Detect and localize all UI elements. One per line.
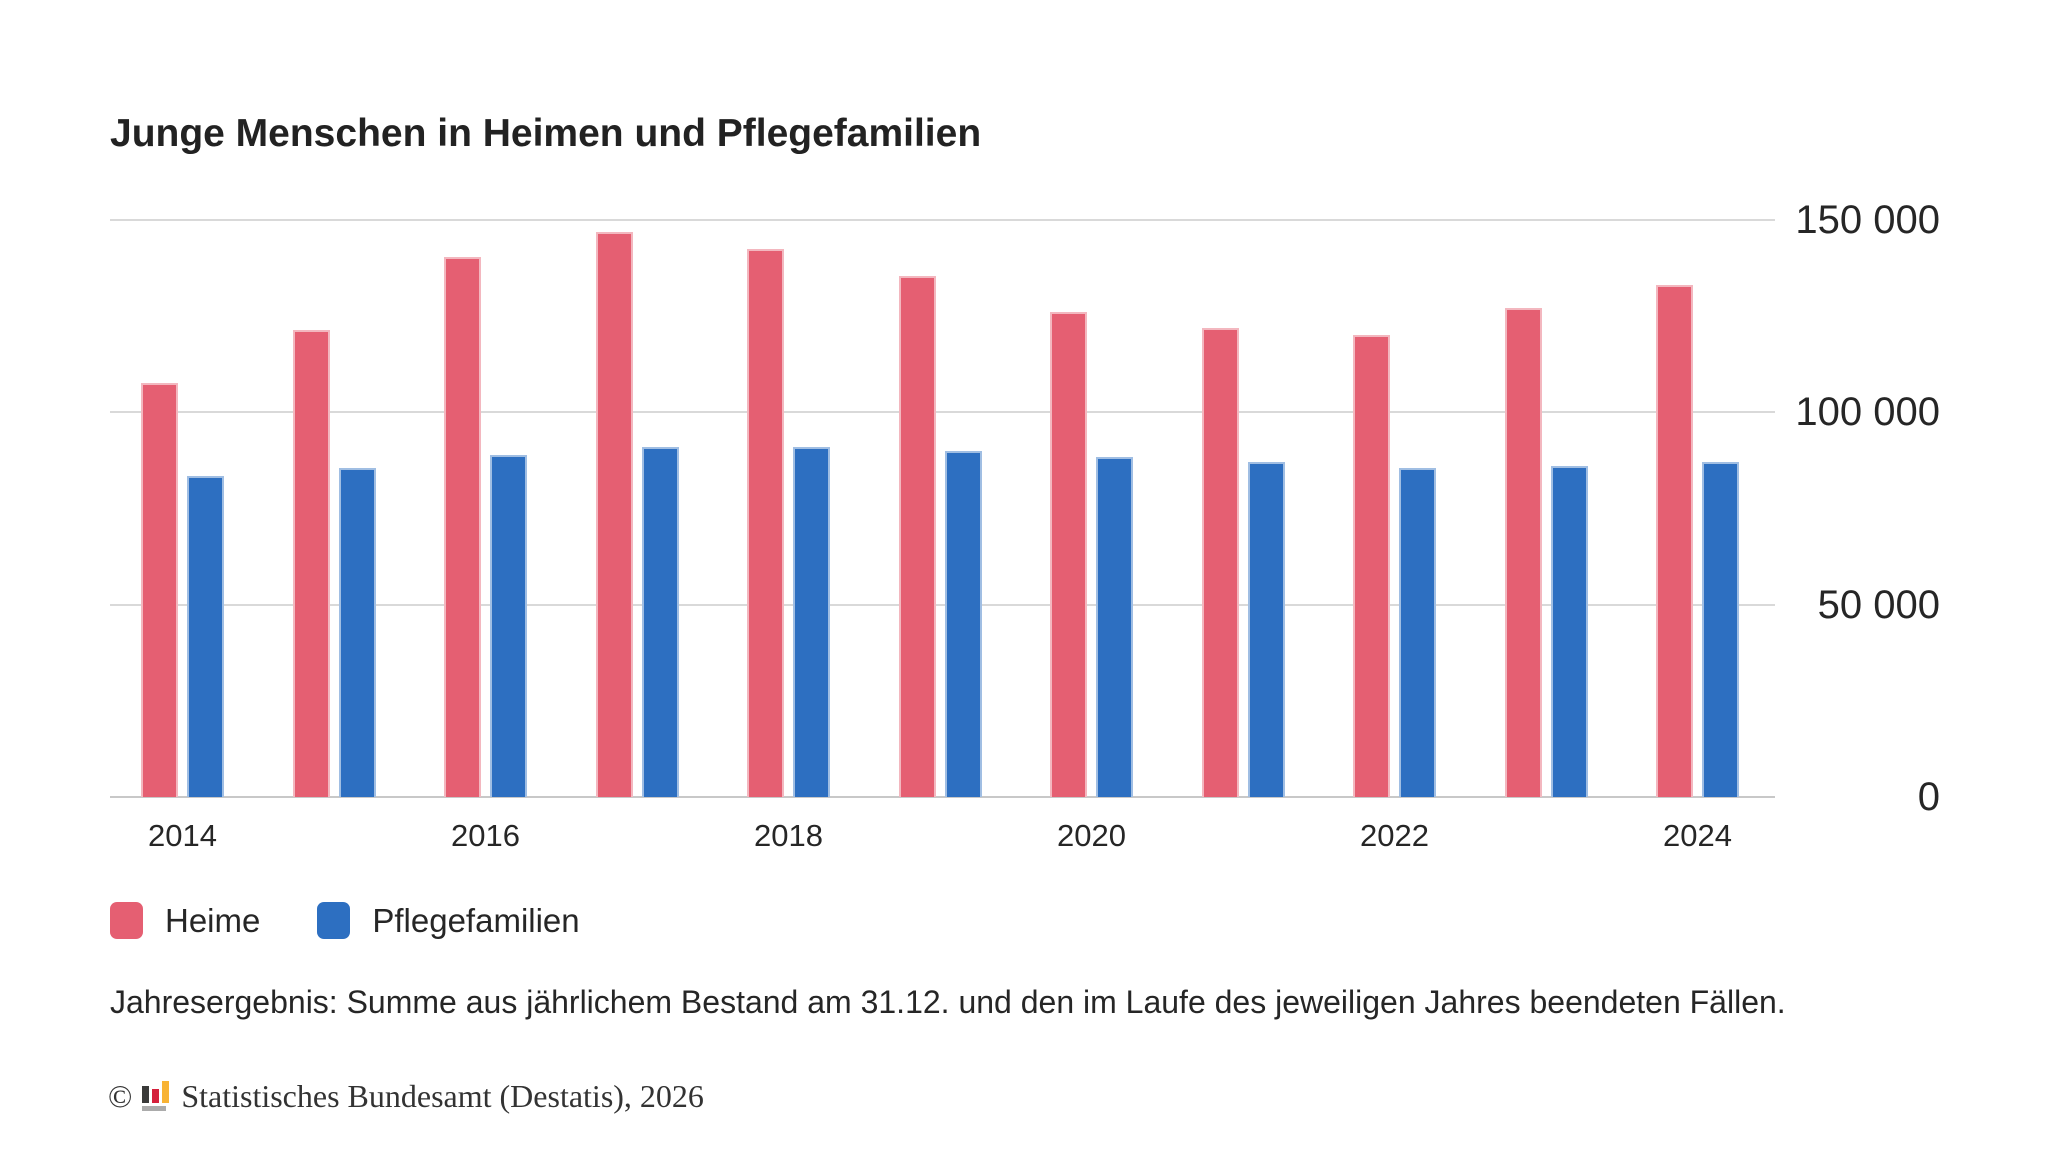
x-label-2020: 2020 xyxy=(1057,818,1126,853)
bar-heime-2020[interactable] xyxy=(1050,312,1087,797)
y-label-100000: 100 000 xyxy=(1795,390,1940,435)
bar-pflegefamilien-2021[interactable] xyxy=(1247,462,1285,797)
plot-area xyxy=(110,160,1775,798)
bar-pflegefamilien-2022[interactable] xyxy=(1399,468,1436,797)
x-label-2016: 2016 xyxy=(451,818,520,853)
bar-pflegefamilien-2016[interactable] xyxy=(490,454,527,797)
chart-title: Junge Menschen in Heimen und Pflegefamil… xyxy=(110,112,982,155)
copyright-text: Statistisches Bundesamt (Destatis), 2026 xyxy=(181,1078,704,1114)
y-label-150000: 150 000 xyxy=(1795,198,1940,242)
y-label-0: 0 xyxy=(1917,775,1940,819)
bar-heime-2016[interactable] xyxy=(444,256,481,797)
bar-pflegefamilien-2024[interactable] xyxy=(1702,462,1739,797)
bar-pflegefamilien-2017[interactable] xyxy=(641,446,679,797)
bar-pflegefamilien-2014[interactable] xyxy=(187,475,224,797)
heime-color-swatch xyxy=(110,902,143,939)
gridline-150000 xyxy=(110,219,1775,221)
bar-pflegefamilien-2015[interactable] xyxy=(338,468,376,797)
y-label-50000: 50 000 xyxy=(1817,582,1940,627)
x-label-2014: 2014 xyxy=(148,818,217,853)
gridline-50000 xyxy=(110,603,1775,606)
bar-heime-2019[interactable] xyxy=(898,275,936,797)
copyright-symbol: © xyxy=(108,1078,133,1114)
x-label-2024: 2024 xyxy=(1663,818,1732,853)
bar-heime-2015[interactable] xyxy=(292,329,330,797)
bar-pflegefamilien-2023[interactable] xyxy=(1550,466,1588,797)
bar-pflegefamilien-2019[interactable] xyxy=(944,450,982,797)
bar-heime-2017[interactable] xyxy=(595,231,633,797)
x-label-2022: 2022 xyxy=(1360,818,1429,853)
legend-item-heime[interactable]: Heime xyxy=(110,902,260,939)
legend-label-heime: Heime xyxy=(165,902,261,939)
legend-label-pflegefamilien: Pflegefamilien xyxy=(372,902,580,939)
copyright-line: © Statistisches Bundesamt (Destatis), 20… xyxy=(108,1077,704,1115)
bar-heime-2021[interactable] xyxy=(1201,327,1239,797)
pflegefamilien-color-swatch xyxy=(317,902,351,939)
bar-heime-2024[interactable] xyxy=(1656,285,1693,797)
bar-heime-2014[interactable] xyxy=(141,383,178,797)
bar-heime-2022[interactable] xyxy=(1353,335,1390,797)
destatis-logo-icon xyxy=(142,1081,171,1111)
footnote: Jahresergebnis: Summe aus jährlichem Bes… xyxy=(110,984,1786,1020)
x-label-2018: 2018 xyxy=(754,818,823,853)
legend: Heime Pflegefamilien xyxy=(110,902,580,939)
x-axis-line xyxy=(110,796,1775,798)
bar-heime-2023[interactable] xyxy=(1504,308,1542,797)
bar-pflegefamilien-2018[interactable] xyxy=(793,446,830,797)
bar-heime-2018[interactable] xyxy=(747,248,784,797)
bar-pflegefamilien-2020[interactable] xyxy=(1096,456,1133,797)
gridline-100000 xyxy=(110,411,1775,414)
legend-item-pflegefamilien[interactable]: Pflegefamilien xyxy=(317,902,580,939)
